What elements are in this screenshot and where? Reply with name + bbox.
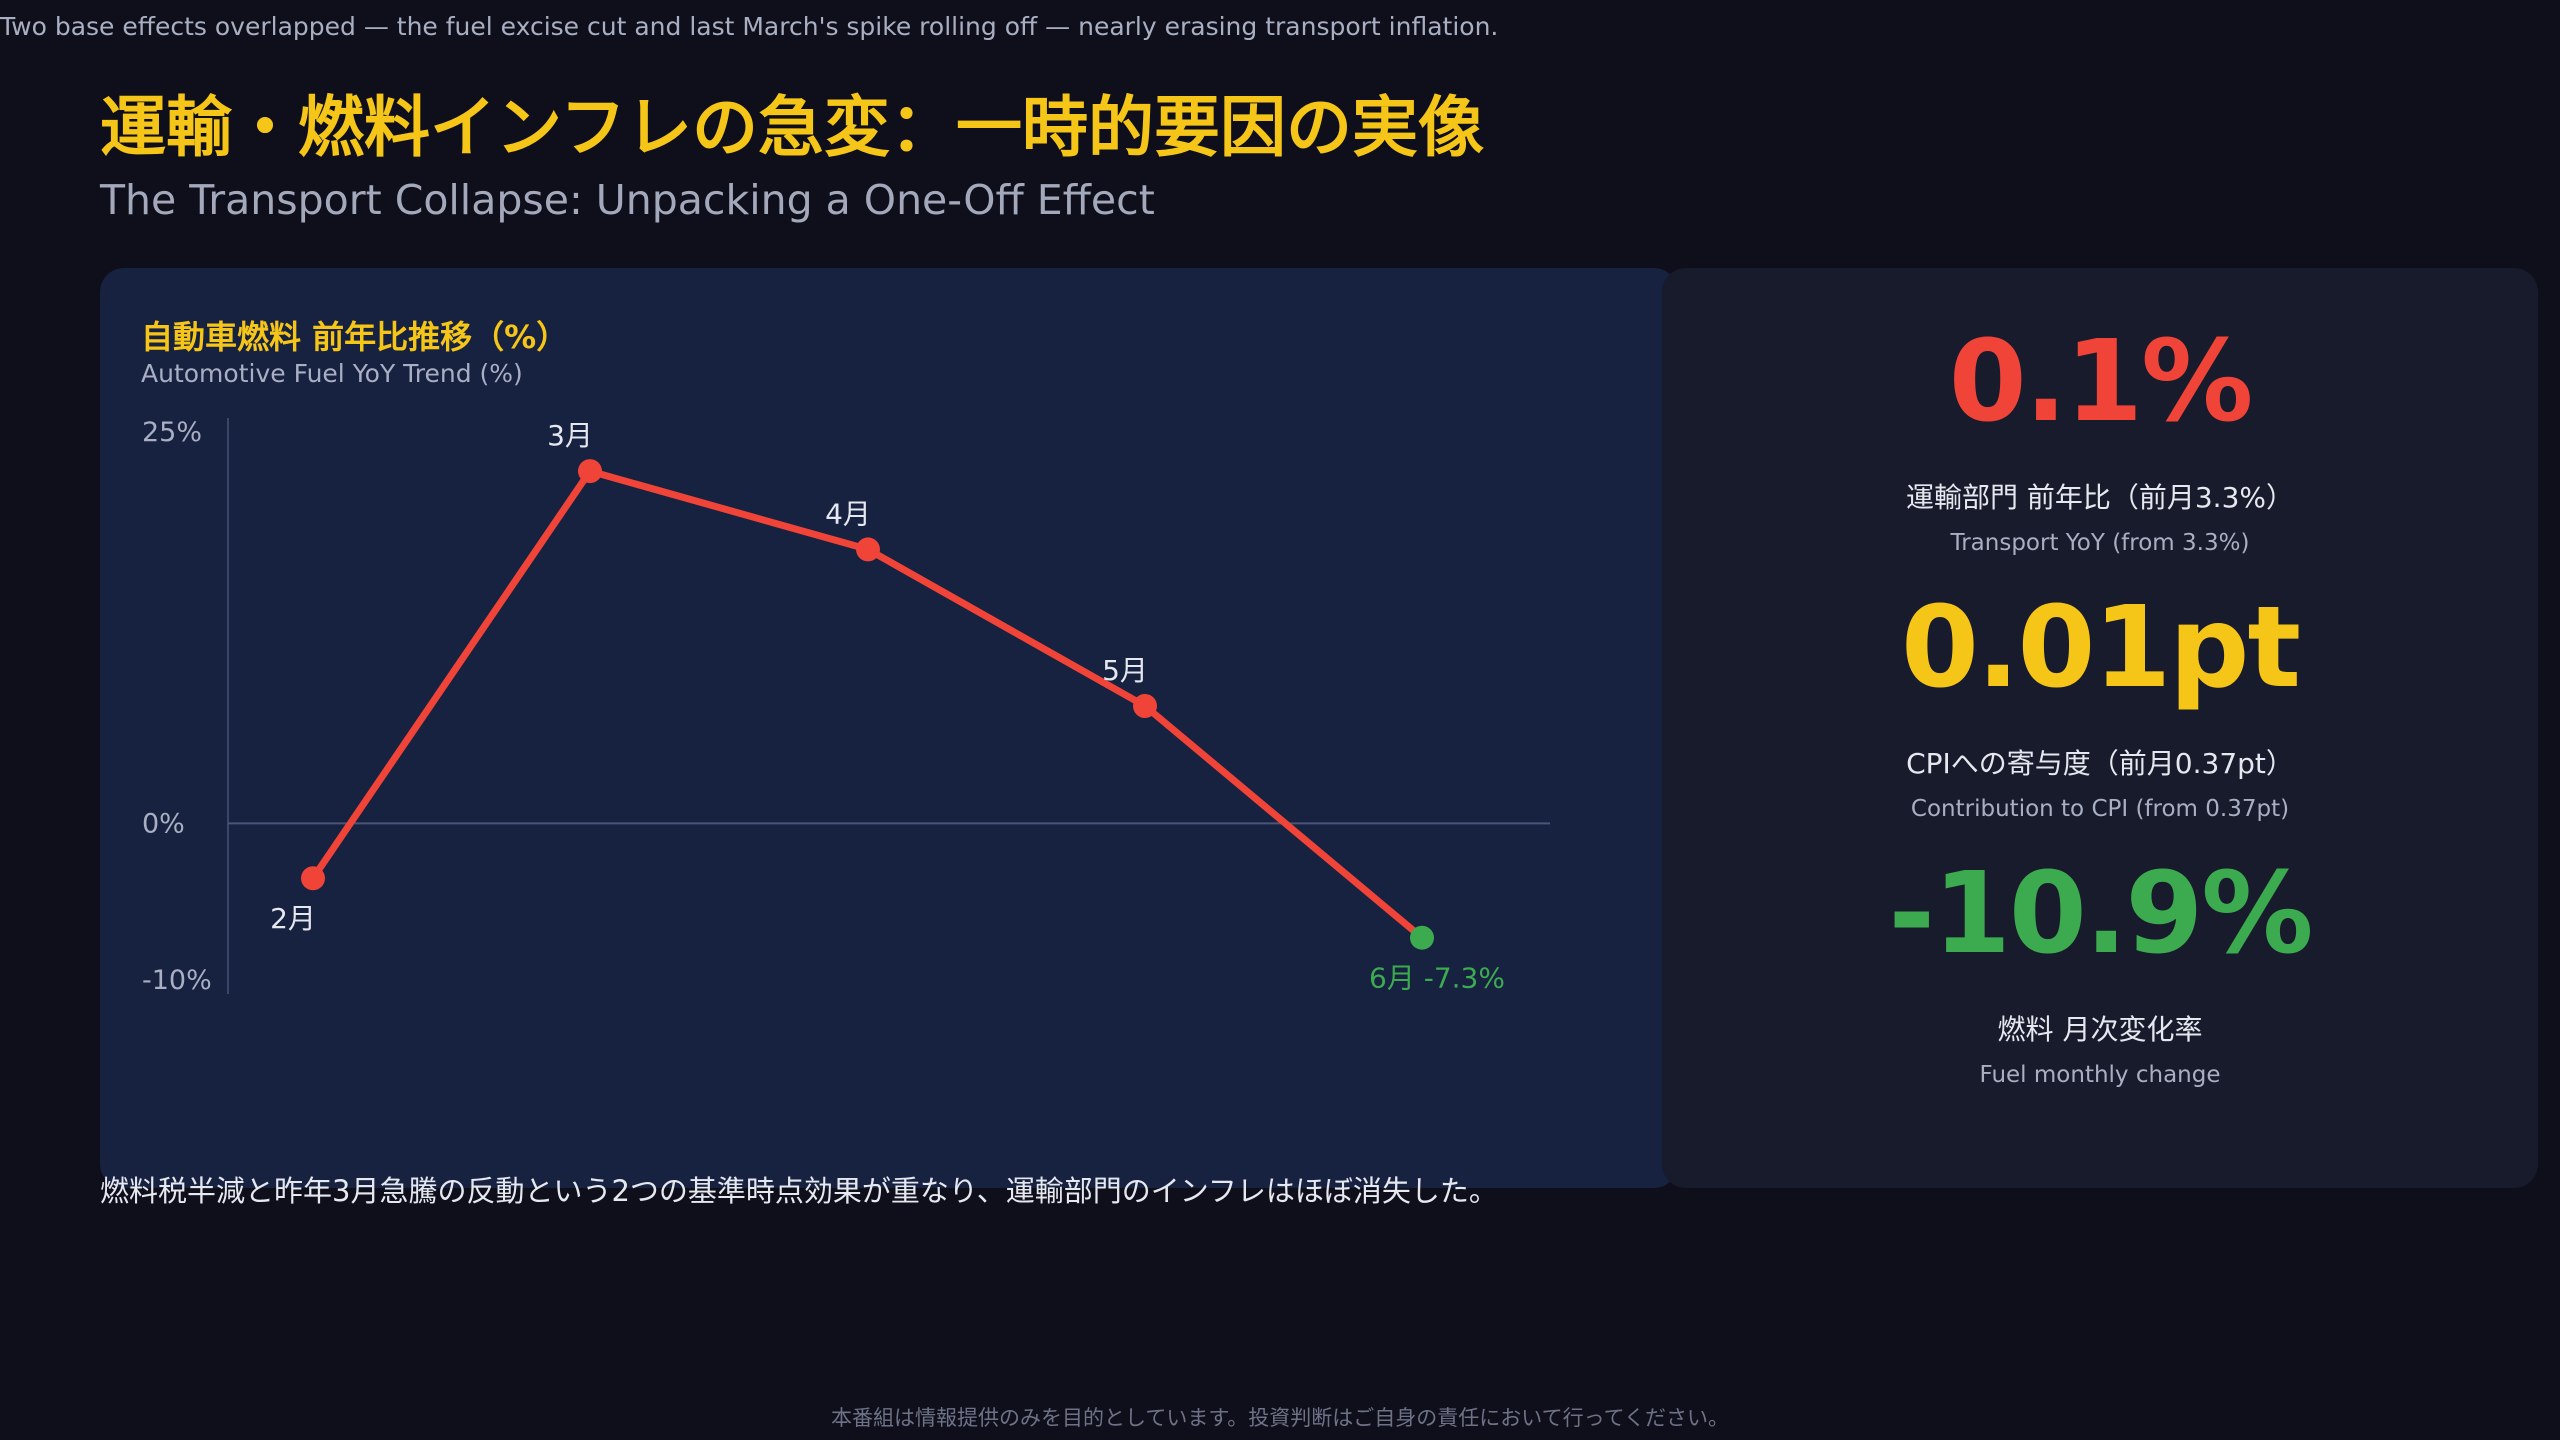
y-tick-label: 25%: [142, 417, 202, 448]
data-label: 5月: [1102, 654, 1148, 687]
disclaimer: 本番組は情報提供のみを目的としています。投資判断はご自身の責任において行ってくだ…: [831, 1406, 1729, 1430]
chart-card: 自動車燃料 前年比推移（%） Automotive Fuel YoY Trend…: [100, 268, 1678, 1188]
kpi-cpi-contribution-sublabel: Contribution to CPI (from 0.37pt): [1910, 796, 2290, 822]
kpi-transport-yoy-label: 運輸部門 前年比（前月3.3%）: [1905, 481, 2295, 514]
data-label: 2月: [270, 902, 316, 935]
y-tick-label: -10%: [142, 965, 212, 996]
kpi-fuel-monthly-change: -10.9% 燃料 月次変化率 Fuel monthly change: [1662, 858, 2538, 1088]
kpi-fuel-monthly-change-value: -10.9%: [1888, 849, 2313, 979]
fuel-yoy-line-chart: 25% 0% -10% 2月 3月 4月 5月 6月 -7.3%: [142, 417, 1550, 996]
data-label: 3月: [547, 419, 593, 452]
kpi-cpi-contribution-value: 0.01pt: [1900, 583, 2301, 713]
chart-title: 自動車燃料 前年比推移（%）: [141, 318, 569, 356]
top-caption: Two base effects overlapped — the fuel e…: [0, 12, 1499, 41]
kpi-card: 0.1% 運輸部門 前年比（前月3.3%） Transport YoY (fro…: [1662, 268, 2538, 1188]
kpi-fuel-monthly-change-sublabel: Fuel monthly change: [1979, 1062, 2221, 1088]
kpi-cpi-contribution-label: CPIへの寄与度（前月0.37pt）: [1906, 747, 2294, 780]
data-label: 6月 -7.3%: [1369, 962, 1505, 995]
data-point: [301, 866, 325, 891]
kpi-transport-yoy-sublabel: Transport YoY (from 3.3%): [1950, 530, 2250, 556]
page-title: 運輸・燃料インフレの急変：一時的要因の実像: [100, 89, 1485, 166]
data-point: [856, 537, 880, 562]
chart-subtitle: Automotive Fuel YoY Trend (%): [141, 359, 523, 388]
data-point: [1410, 925, 1434, 950]
page-subtitle: The Transport Collapse: Unpacking a One-…: [100, 176, 1155, 224]
data-point: [578, 459, 602, 484]
kpi-transport-yoy: 0.1% 運輸部門 前年比（前月3.3%） Transport YoY (fro…: [1662, 326, 2538, 556]
y-tick-label: 0%: [142, 808, 185, 839]
kpi-transport-yoy-value: 0.1%: [1948, 317, 2254, 447]
kpi-fuel-monthly-change-label: 燃料 月次変化率: [1997, 1013, 2203, 1046]
kpi-cpi-contribution: 0.01pt CPIへの寄与度（前月0.37pt） Contribution t…: [1662, 592, 2538, 822]
data-point: [1133, 694, 1157, 718]
footnote: 燃料税半減と昨年3月急騰の反動という2つの基準時点効果が重なり、運輸部門のインフ…: [100, 1174, 1498, 1208]
data-label: 4月: [825, 497, 871, 530]
